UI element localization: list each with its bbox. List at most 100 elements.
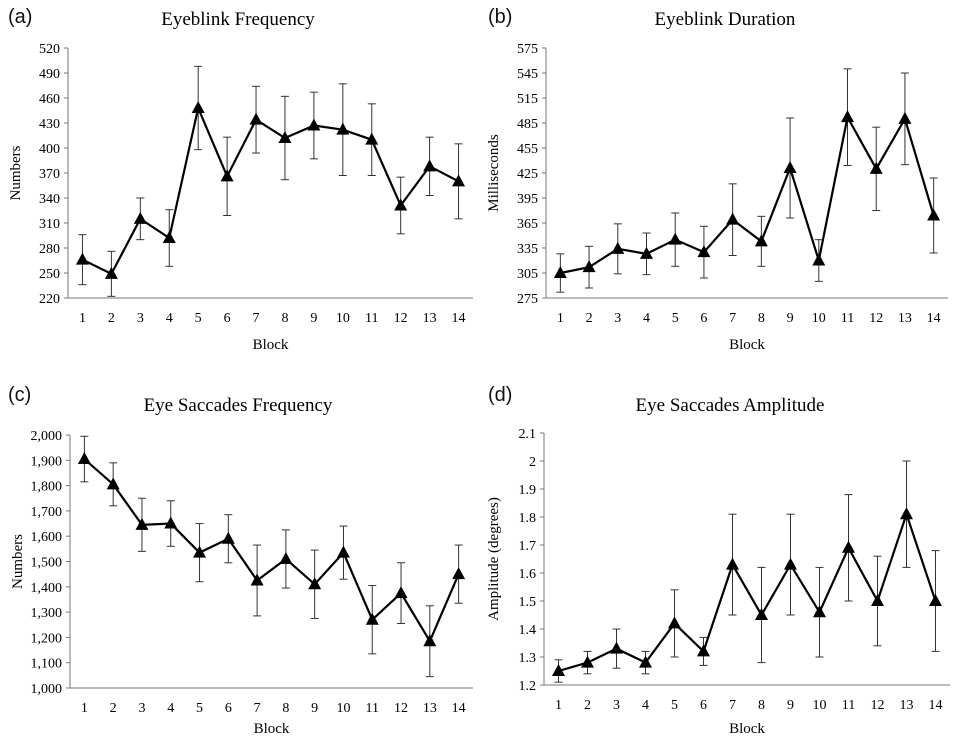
data-point: [582, 260, 596, 273]
y-tick-label: 1,400: [31, 581, 63, 596]
data-point: [452, 567, 466, 580]
y-tick-label: 460: [39, 92, 60, 107]
data-point: [697, 245, 711, 258]
y-tick-label: 520: [39, 42, 60, 57]
x-tick-label: 10: [336, 311, 350, 326]
data-point: [812, 253, 826, 266]
data-point: [365, 612, 379, 625]
y-tick-label: 395: [517, 192, 538, 207]
y-tick-label: 275: [517, 292, 538, 307]
x-tick-label: 10: [813, 698, 827, 713]
x-tick-label: 9: [787, 698, 794, 713]
y-tick-label: 1.2: [519, 679, 537, 694]
x-tick-label: 4: [166, 311, 173, 326]
x-tick-label: 14: [927, 311, 941, 326]
data-point: [278, 131, 292, 143]
y-tick-label: 1,900: [31, 454, 63, 469]
x-tick-label: 5: [671, 698, 678, 713]
y-tick-label: 485: [517, 117, 538, 132]
y-tick-label: 370: [39, 167, 60, 182]
x-tick-label: 3: [138, 701, 145, 716]
y-tick-label: 250: [39, 267, 60, 282]
x-axis-label: Block: [729, 337, 765, 353]
x-tick-label: 13: [423, 311, 437, 326]
data-point: [726, 212, 740, 225]
y-tick-label: 2: [529, 455, 536, 470]
data-point: [133, 211, 147, 224]
data-point: [104, 266, 118, 279]
series-line: [560, 114, 935, 275]
data-point: [581, 655, 594, 668]
y-tick-label: 490: [39, 67, 60, 82]
x-tick-label: 10: [336, 701, 350, 716]
x-tick-label: 10: [812, 311, 826, 326]
data-point: [193, 545, 207, 558]
x-tick-label: 3: [614, 311, 621, 326]
x-tick-label: 7: [254, 701, 261, 716]
x-tick-label: 8: [282, 701, 289, 716]
y-tick-label: 455: [517, 142, 538, 157]
data-point: [365, 132, 379, 145]
y-tick-label: 430: [39, 117, 60, 132]
x-tick-label: 13: [898, 311, 912, 326]
y-tick-label: 310: [39, 217, 60, 232]
chart-title: Eyeblink Frequency: [161, 9, 315, 30]
data-point: [697, 644, 710, 657]
y-tick-label: 515: [517, 92, 538, 107]
x-tick-label: 1: [79, 311, 86, 326]
x-tick-label: 9: [311, 701, 318, 716]
x-tick-label: 2: [108, 311, 115, 326]
y-tick-label: 1,600: [31, 530, 63, 545]
x-tick-label: 14: [452, 311, 466, 326]
x-tick-label: 5: [195, 311, 202, 326]
data-point: [452, 174, 466, 187]
data-point: [191, 101, 205, 113]
data-point: [249, 112, 263, 125]
panel-label: (b): [488, 6, 513, 28]
data-point: [927, 208, 941, 221]
data-point: [813, 605, 826, 618]
y-tick-label: 575: [517, 42, 538, 57]
data-point: [77, 452, 91, 465]
y-tick-label: 2,000: [31, 429, 63, 444]
y-tick-label: 400: [39, 142, 60, 157]
y-tick-label: 1.5: [519, 595, 537, 610]
x-tick-label: 7: [253, 311, 260, 326]
y-axis-label: Milliseconds: [486, 134, 502, 212]
y-tick-label: 305: [517, 267, 538, 282]
data-point: [106, 477, 120, 490]
data-point: [898, 111, 912, 124]
x-tick-label: 3: [137, 311, 144, 326]
data-point: [755, 608, 768, 620]
x-tick-label: 9: [787, 311, 794, 326]
x-tick-label: 14: [929, 698, 943, 713]
x-tick-label: 6: [700, 311, 707, 326]
y-tick-label: 1,000: [31, 682, 63, 697]
chart-panel-a: (a) Eyeblink Frequency 220 250 280 310 340 370…: [0, 0, 480, 362]
x-tick-label: 2: [586, 311, 593, 326]
x-tick-label: 14: [452, 701, 466, 716]
x-tick-label: 11: [842, 698, 855, 713]
data-point: [552, 664, 565, 676]
data-point: [336, 122, 350, 135]
y-tick-label: 1,700: [31, 505, 63, 520]
data-point: [841, 110, 854, 123]
y-tick-label: 1,300: [31, 606, 63, 621]
data-point: [726, 557, 739, 570]
x-tick-label: 12: [869, 311, 883, 326]
data-point: [929, 594, 942, 606]
y-tick-label: 365: [517, 217, 538, 232]
x-tick-label: 11: [365, 311, 378, 326]
x-tick-label: 6: [225, 701, 232, 716]
y-tick-label: 545: [517, 67, 538, 82]
x-tick-label: 8: [281, 311, 288, 326]
x-tick-label: 12: [394, 311, 408, 326]
chart-svg: Eye Saccades Frequency 1,000 1,100 1,200 1,3…: [10, 395, 473, 737]
chart-title: Eye Saccades Amplitude: [636, 395, 825, 416]
chart-panel-b: (b) Eyeblink Duration 275 305 335 365 395 425 4…: [480, 0, 957, 362]
y-tick-label: 1,800: [31, 480, 63, 495]
chart-panel-c: (c) Eye Saccades Frequency 1,000 1,100 1,20…: [0, 378, 480, 739]
x-tick-label: 4: [642, 698, 649, 713]
y-tick-label: 1,500: [31, 556, 63, 571]
data-point: [221, 531, 235, 544]
